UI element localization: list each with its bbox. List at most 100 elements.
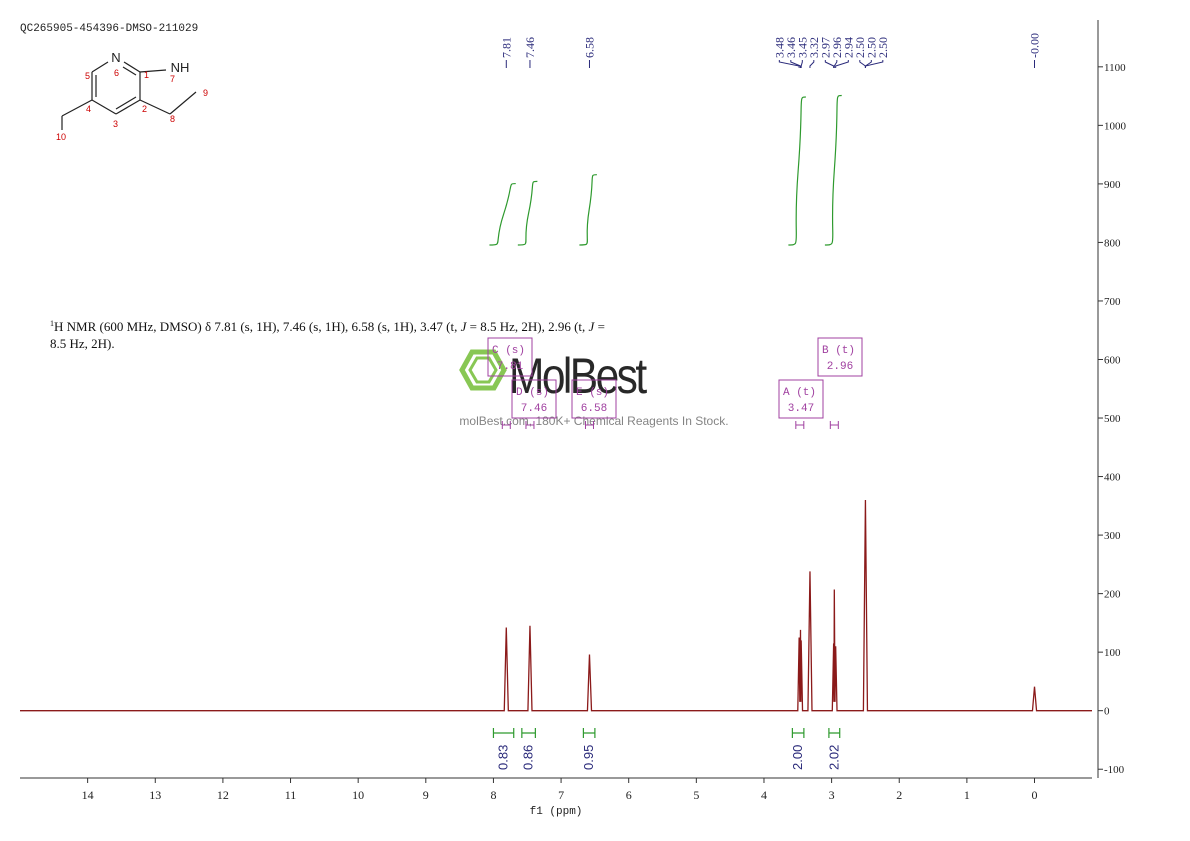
desc-part: 1 [50,319,54,328]
x-tick-label: 6 [626,788,632,802]
peak-label: 2.97 [818,37,832,58]
peak-label: 2.94 [841,37,855,58]
y-tick-label: 900 [1104,179,1121,191]
peak-label: 3.46 [784,37,798,58]
integral-bracket [791,728,805,738]
peak-pointer [790,60,801,68]
multiplet-name: C (s) [492,345,525,357]
watermark-tagline: molBest.com, 180K+ Chemical Reagents In … [459,414,728,428]
peak-label: 7.81 [499,37,513,58]
x-tick-label: 14 [82,788,94,802]
integral-label: 2.00 [790,745,805,770]
desc-part: = 8.5 Hz, 2H), 2.96 (t, [466,319,589,334]
atom-labels: N NH 1 2 3 4 5 6 7 8 9 10 [56,50,208,142]
y-tick-label: 0 [1104,706,1110,718]
atom-number: 9 [203,88,208,98]
integral-curve [788,96,806,246]
y-tick-label: 300 [1104,530,1121,542]
y-tick-label: 600 [1104,354,1121,366]
atom-number: 4 [86,104,91,114]
peak-pointer [778,60,800,68]
peak-label: 2.50 [864,37,878,58]
multiplet-box [511,379,557,419]
desc-part: J [460,319,467,334]
x-tick-label: 8 [490,788,496,802]
peak-pointer [800,60,803,68]
integral-curve [824,94,842,246]
x-axis-label: f1 (ppm) [530,806,583,818]
y-tick-label: 400 [1104,472,1121,484]
y-tick-label: 1100 [1104,62,1126,74]
peak-pointer [864,60,884,68]
atom-number: 2 [142,104,147,114]
y-tick-label: -100 [1104,764,1125,776]
multiplet-range [501,421,511,429]
atom-number: 8 [170,114,175,124]
atom: NH [171,60,190,75]
multiplet-value: 2.96 [827,361,853,373]
x-tick-label: 5 [693,788,699,802]
integral-label: 2.02 [826,745,841,770]
peak-label: 3.45 [795,37,809,58]
integral-curve [517,180,538,246]
x-tick-label: 13 [149,788,161,802]
peak-pointer [835,60,849,68]
multiplet-name: B (t) [822,345,855,357]
peak-label: 3.48 [772,37,786,58]
x-tick-label: 0 [1032,788,1038,802]
multiplet-range [525,421,535,429]
x-tick-label: 4 [761,788,767,802]
multiplet-value: 7.46 [521,403,547,415]
peak-pointer [859,60,866,68]
spectrum [20,499,1092,712]
x-tick-label: 9 [423,788,429,802]
atom-number: 3 [113,119,118,129]
integral-curve [489,182,516,246]
multiplet-range [584,421,594,429]
peak-label: 7.46 [523,37,537,58]
atom-number: 10 [56,132,66,142]
peak-pointer [864,60,872,68]
x-tick-label: 2 [896,788,902,802]
atom-number: 7 [170,74,175,84]
multiplet-range [829,421,839,429]
y-tick-label: 100 [1104,647,1121,659]
integral-curve [579,174,597,246]
atom-number: 5 [85,71,90,81]
watermark-logo [468,356,498,384]
x-tick-label: 1 [964,788,970,802]
x-tick-label: 12 [217,788,229,802]
x-tick-label: 3 [829,788,835,802]
multiplet-box [571,379,617,419]
peak-pointer [824,60,835,68]
desc-part: H NMR (600 MHz, DMSO) δ 7.81 (s, 1H), 7.… [54,319,461,334]
multiplet-name: A (t) [783,387,816,399]
x-tick-label: 11 [285,788,297,802]
integral-label: 0.95 [581,745,596,770]
integral-bracket [828,728,841,738]
sample-id: QC265905-454396-DMSO-211029 [20,23,198,35]
atom-number: 6 [114,68,119,78]
peak-pointer [833,60,838,68]
multiplet-range [795,421,805,429]
multiplet-box [817,337,863,377]
peak-label: 2.96 [830,37,844,58]
watermark-logo [459,349,507,391]
y-tick-label: 700 [1104,296,1121,308]
multiplet-value: 6.58 [581,403,607,415]
nmr-description: 1H NMR (600 MHz, DMSO) δ 7.81 (s, 1H), 7… [50,315,620,352]
x-tick-label: 7 [558,788,564,802]
peak-label: -0.00 [1028,33,1042,58]
desc-part: = 8.5 Hz, 2H). [50,319,605,351]
multiplet-box [487,337,533,377]
integral-bracket [492,728,515,738]
peak-label: 2.50 [853,37,867,58]
multiplet-value: 7.81 [497,361,524,373]
integral-bracket [582,728,596,738]
peak-label: 6.58 [582,37,596,58]
multiplet-name: E (s) [576,387,609,399]
peak-pointer [809,60,815,68]
y-tick-label: 800 [1104,237,1121,249]
